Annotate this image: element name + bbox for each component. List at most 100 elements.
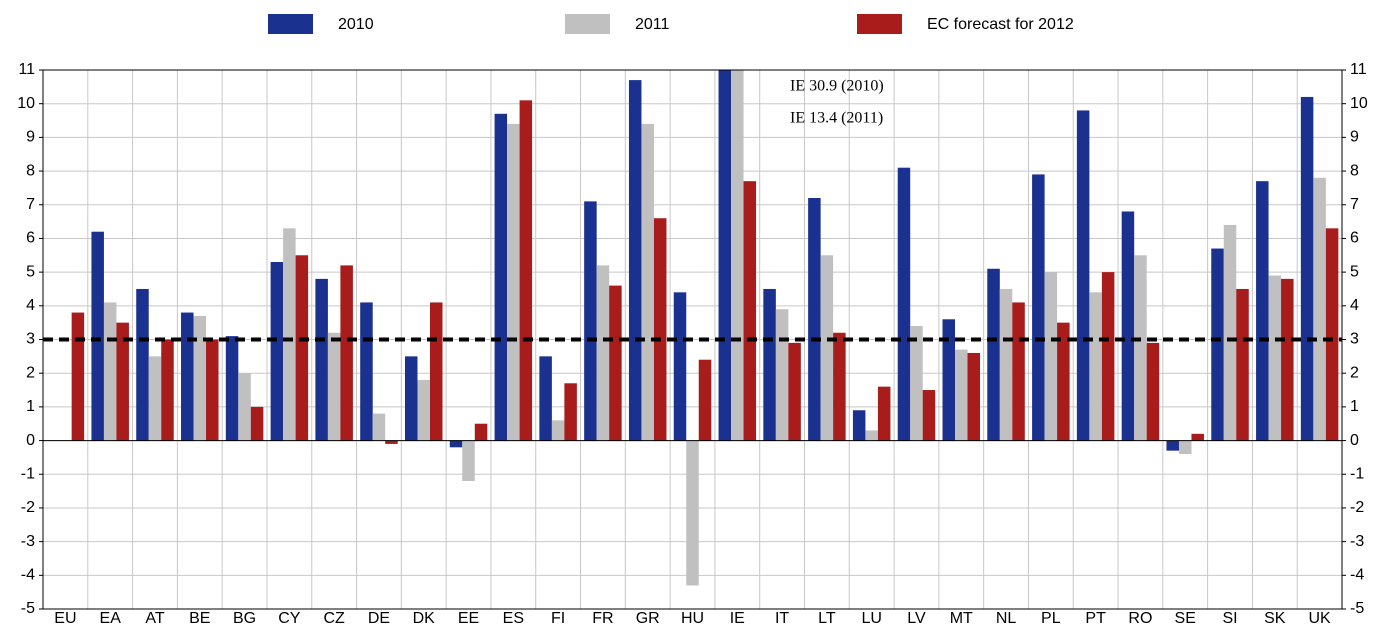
y-tick-label: 6 <box>26 230 35 247</box>
bar <box>519 100 533 441</box>
x-tick-label: ES <box>503 610 524 627</box>
bar <box>161 339 174 441</box>
y-tick-label: 9 <box>26 129 35 146</box>
x-tick-label: SK <box>1264 610 1286 627</box>
bar <box>1076 110 1090 441</box>
bar <box>539 356 552 441</box>
legend-label: EC forecast for 2012 <box>927 16 1074 33</box>
legend-label: 2010 <box>338 16 374 33</box>
bar <box>494 113 508 441</box>
bar <box>449 440 463 448</box>
bar <box>1211 248 1224 441</box>
bar <box>372 413 386 441</box>
bar <box>103 302 117 441</box>
bar <box>641 123 654 441</box>
bar <box>404 356 418 441</box>
bar <box>999 288 1013 441</box>
bar <box>743 181 757 441</box>
bar <box>417 379 430 441</box>
bar <box>91 231 104 441</box>
y-tick-label: 7 <box>26 196 35 213</box>
bar <box>148 356 162 441</box>
y2-tick-label: 11 <box>1350 61 1367 78</box>
y2-tick-label: -5 <box>1350 600 1364 617</box>
x-tick-label: SI <box>1222 610 1237 627</box>
y2-tick-label: 1 <box>1350 398 1359 415</box>
bar <box>686 440 699 586</box>
bar <box>865 430 878 441</box>
x-tick-label: MT <box>950 610 973 627</box>
bar <box>507 123 520 441</box>
annotation: IE 13.4 (2011) <box>790 110 883 127</box>
bar <box>808 198 821 441</box>
y2-tick-label: -2 <box>1350 499 1364 516</box>
legend-swatch <box>857 14 902 34</box>
bar <box>698 359 712 441</box>
bar <box>833 332 846 441</box>
y-tick-label: 11 <box>18 61 35 78</box>
bar <box>1281 278 1294 441</box>
x-tick-label: HU <box>681 610 704 627</box>
bar <box>429 302 443 441</box>
bar <box>1223 224 1237 441</box>
bar <box>1325 228 1339 441</box>
bar <box>718 70 732 441</box>
legend-swatch <box>268 14 313 34</box>
y2-tick-label: -4 <box>1350 567 1364 584</box>
x-tick-label: BE <box>189 610 210 627</box>
bar <box>1057 322 1070 441</box>
bar <box>1012 302 1025 441</box>
bar <box>673 292 687 441</box>
x-tick-label: RO <box>1128 610 1152 627</box>
bar <box>1236 288 1249 441</box>
x-tick-label: DE <box>368 610 390 627</box>
bar <box>852 410 866 441</box>
bar <box>283 228 296 441</box>
x-tick-label: GR <box>636 610 660 627</box>
bar <box>987 268 1000 441</box>
bar <box>1121 211 1135 441</box>
bar <box>250 406 264 441</box>
y2-tick-label: 4 <box>1350 297 1359 314</box>
y-tick-label: 10 <box>17 95 35 112</box>
x-tick-label: LV <box>907 610 926 627</box>
bar <box>238 373 251 441</box>
x-tick-label: FI <box>551 610 565 627</box>
y-tick-label: 3 <box>26 331 35 348</box>
x-tick-label: LU <box>861 610 881 627</box>
y2-tick-label: 8 <box>1350 162 1359 179</box>
bar <box>193 315 207 441</box>
x-tick-label: NL <box>996 610 1017 627</box>
y2-tick-label: 7 <box>1350 196 1359 213</box>
bar <box>942 319 956 441</box>
bar <box>295 255 309 441</box>
bar <box>877 386 891 441</box>
y-tick-label: -1 <box>21 465 35 482</box>
y-tick-label: 8 <box>26 162 35 179</box>
bar <box>788 342 801 441</box>
bar <box>327 332 341 441</box>
y2-tick-label: -1 <box>1350 465 1364 482</box>
bar <box>462 440 475 481</box>
y-tick-label: 0 <box>26 432 35 449</box>
annotation: IE 30.9 (2010) <box>790 78 884 95</box>
bar <box>206 339 219 441</box>
x-tick-label: PT <box>1085 610 1106 627</box>
bars <box>71 70 1339 586</box>
x-tick-label: LT <box>818 610 836 627</box>
x-tick-label: UK <box>1308 610 1331 627</box>
bar <box>922 390 936 441</box>
bar <box>181 312 194 441</box>
y2-tick-label: 2 <box>1350 364 1359 381</box>
x-tick-label: IT <box>775 610 789 627</box>
y2-tick-label: 10 <box>1350 95 1368 112</box>
bar <box>1032 174 1045 441</box>
x-tick-label: BG <box>233 610 256 627</box>
bar <box>360 302 373 441</box>
bar <box>1101 272 1115 441</box>
bar <box>609 285 622 441</box>
bar <box>1044 272 1058 441</box>
bar <box>653 218 667 441</box>
x-tick-label: AT <box>145 610 164 627</box>
